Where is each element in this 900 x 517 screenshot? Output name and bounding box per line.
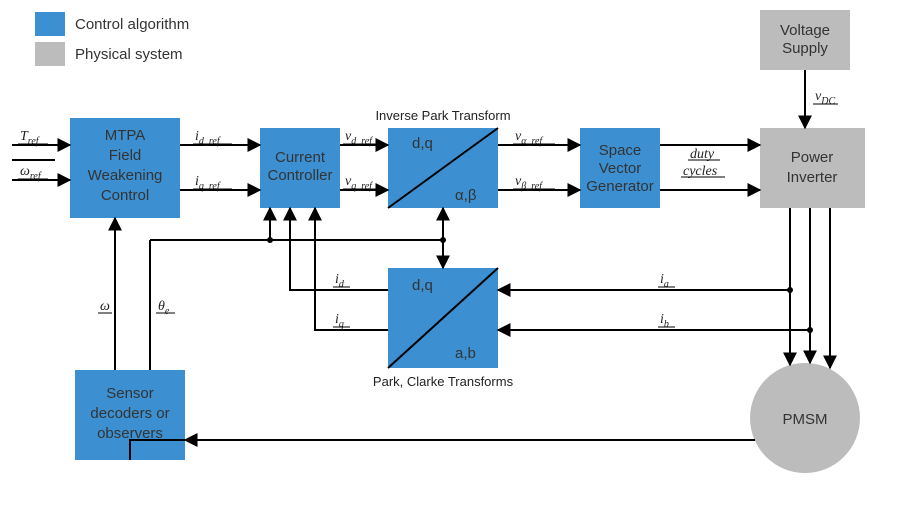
svg-text:Voltage: Voltage — [780, 22, 830, 39]
legend-algo-label: Control algorithm — [75, 16, 189, 33]
block-voltage-supply: Voltage Supply — [760, 10, 850, 70]
svg-text:Weakening: Weakening — [88, 167, 163, 184]
sig-thetae: θe — [158, 299, 170, 317]
block-inverse-park: Inverse Park Transform d,q α,β — [375, 108, 510, 208]
svg-text:Field: Field — [109, 147, 142, 164]
block-mtpa: MTPA Field Weakening Control — [70, 118, 180, 218]
svg-text:decoders or: decoders or — [90, 405, 169, 422]
svg-text:Vector: Vector — [599, 160, 642, 177]
svg-text:d,q: d,q — [412, 135, 433, 152]
svg-text:Park, Clarke Transforms: Park, Clarke Transforms — [373, 374, 514, 389]
sig-omega: ω — [100, 299, 110, 314]
svg-text:Supply: Supply — [782, 40, 828, 57]
block-park-clarke: d,q a,b Park, Clarke Transforms — [373, 268, 514, 389]
svg-text:a,b: a,b — [455, 345, 476, 362]
svg-text:Inverse Park Transform: Inverse Park Transform — [375, 108, 510, 123]
block-svg: Space Vector Generator — [580, 128, 660, 208]
block-current-controller: Current Controller — [260, 128, 340, 208]
svg-text:Control: Control — [101, 187, 149, 204]
svg-text:PMSM: PMSM — [783, 411, 828, 428]
svg-text:d,q: d,q — [412, 277, 433, 294]
svg-text:Sensor: Sensor — [106, 385, 154, 402]
legend: Control algorithm Physical system — [35, 12, 189, 66]
block-power-inverter: Power Inverter — [760, 128, 865, 208]
legend-phys-label: Physical system — [75, 46, 183, 63]
svg-text:Space: Space — [599, 142, 642, 159]
svg-text:Generator: Generator — [586, 178, 654, 195]
block-pmsm: PMSM — [750, 363, 860, 473]
svg-text:Inverter: Inverter — [787, 169, 838, 186]
legend-algo-swatch — [35, 12, 65, 36]
svg-text:Current: Current — [275, 149, 326, 166]
svg-text:MTPA: MTPA — [105, 127, 146, 144]
control-diagram: Control algorithm Physical system MTPA F… — [0, 0, 900, 517]
svg-text:Power: Power — [791, 149, 834, 166]
svg-text:α,β: α,β — [455, 187, 477, 204]
legend-phys-swatch — [35, 42, 65, 66]
svg-text:Controller: Controller — [267, 167, 332, 184]
